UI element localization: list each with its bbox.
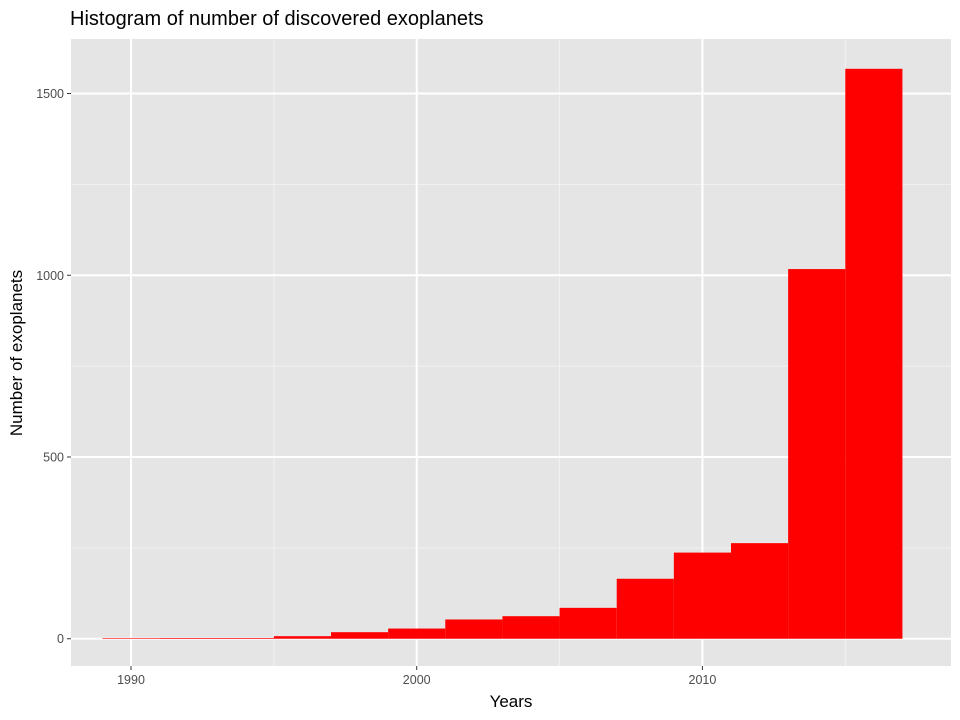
histogram-bar <box>502 616 560 639</box>
histogram-bar <box>731 543 789 639</box>
x-axis: 1990 2000 2010 <box>117 666 716 687</box>
histogram-bar <box>159 638 217 639</box>
histogram-bar <box>788 269 846 639</box>
y-tick-label: 500 <box>43 451 64 465</box>
y-tick-label: 1500 <box>36 87 64 101</box>
histogram-bar <box>388 628 446 639</box>
histogram-bars <box>102 68 903 639</box>
histogram-bar <box>616 578 674 639</box>
y-tick-label: 0 <box>57 632 64 646</box>
x-tick-label: 2000 <box>403 673 431 687</box>
y-tick-label: 1000 <box>36 269 64 283</box>
histogram-bar <box>445 619 503 639</box>
y-axis-title: Number of exoplanets <box>7 270 26 436</box>
x-tick-label: 1990 <box>117 673 145 687</box>
x-axis-title: Years <box>490 692 533 711</box>
histogram-bar <box>273 636 331 639</box>
histogram-bar <box>559 607 617 639</box>
histogram-bar <box>845 68 903 639</box>
histogram-bar <box>216 638 274 639</box>
major-gridlines <box>71 39 951 666</box>
x-tick-label: 2010 <box>689 673 717 687</box>
histogram-bar <box>331 632 389 639</box>
histogram-bar <box>673 552 731 639</box>
histogram-bar <box>102 638 160 639</box>
chart-title: Histogram of number of discovered exopla… <box>70 8 484 30</box>
y-axis: 0 500 1000 1500 <box>36 87 71 646</box>
